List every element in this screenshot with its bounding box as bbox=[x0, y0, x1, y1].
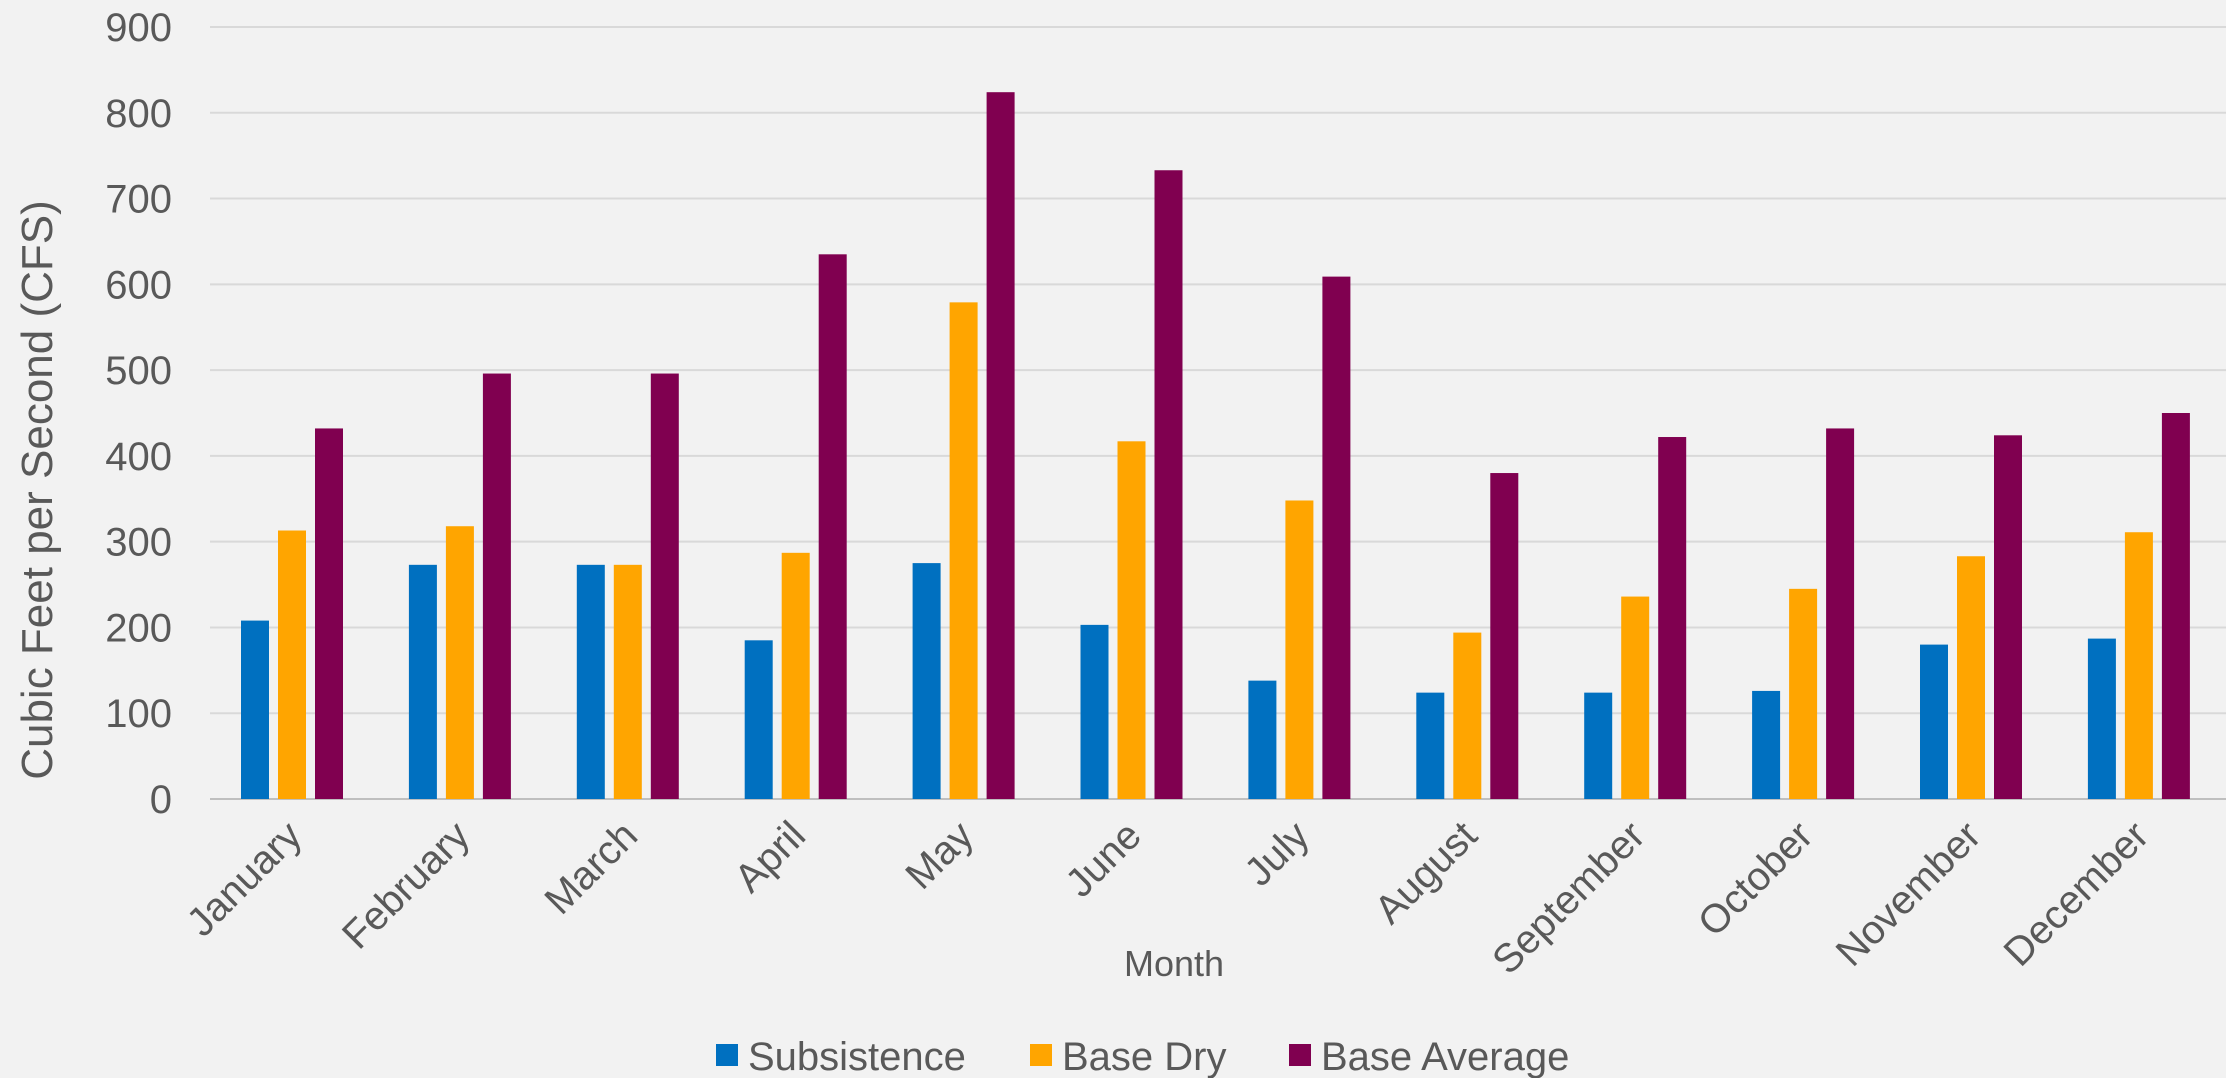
x-tick-label: May bbox=[897, 813, 982, 898]
bar-base-dry-april bbox=[781, 552, 810, 799]
y-tick-label: 800 bbox=[105, 92, 172, 136]
bars bbox=[241, 92, 2190, 800]
legend: Subsistence Base Dry Base Average bbox=[716, 1035, 1569, 1078]
bar-base-average-january bbox=[315, 428, 343, 799]
legend-swatch bbox=[716, 1044, 738, 1066]
y-axis-title: Cubic Feet per Second (CFS) bbox=[13, 200, 62, 780]
bar-base-dry-december bbox=[2124, 532, 2153, 799]
y-tick-label: 100 bbox=[105, 692, 172, 736]
bar-subsistence-january bbox=[241, 620, 269, 799]
bar-base-average-may bbox=[986, 92, 1015, 800]
bar-subsistence-march bbox=[576, 564, 605, 799]
bar-subsistence-august bbox=[1416, 692, 1445, 799]
bar-base-dry-may bbox=[949, 302, 978, 799]
bar-base-dry-february bbox=[445, 526, 474, 799]
x-tick-label: July bbox=[1236, 813, 1317, 894]
bar-base-dry-march bbox=[613, 564, 642, 799]
bar-base-average-july bbox=[1322, 276, 1351, 799]
bar-subsistence-may bbox=[912, 563, 941, 799]
x-tick-label: December bbox=[1996, 813, 2158, 975]
bar-base-average-march bbox=[650, 373, 679, 799]
bar-subsistence-april bbox=[744, 640, 773, 799]
legend-swatch bbox=[1030, 1044, 1052, 1066]
legend-label: Subsistence bbox=[748, 1035, 966, 1078]
y-tick-label: 300 bbox=[105, 521, 172, 565]
bar-base-average-april bbox=[818, 254, 847, 800]
y-tick-label: 0 bbox=[150, 778, 172, 822]
bar-subsistence-july bbox=[1248, 680, 1277, 799]
x-tick-label: August bbox=[1366, 813, 1485, 932]
gridlines bbox=[210, 26, 2226, 800]
x-tick-label: April bbox=[726, 813, 814, 901]
x-tick-label: October bbox=[1690, 813, 1822, 945]
x-axis-title: Month bbox=[1124, 943, 1224, 984]
bar-base-dry-july bbox=[1285, 500, 1314, 799]
bar-base-dry-january bbox=[278, 530, 306, 799]
legend-swatch bbox=[1289, 1044, 1311, 1066]
y-tick-label: 500 bbox=[105, 349, 172, 393]
bar-subsistence-june bbox=[1080, 624, 1109, 799]
y-tick-label: 200 bbox=[105, 606, 172, 650]
bar-base-average-november bbox=[1994, 435, 2022, 799]
y-tick-label: 900 bbox=[105, 6, 172, 50]
y-tick-label: 700 bbox=[105, 178, 172, 222]
x-tick-label: January bbox=[179, 813, 311, 945]
bar-subsistence-february bbox=[408, 564, 437, 799]
bar-base-dry-september bbox=[1621, 596, 1650, 799]
bar-subsistence-october bbox=[1752, 690, 1781, 799]
bar-base-average-september bbox=[1658, 437, 1687, 799]
bar-subsistence-november bbox=[1920, 644, 1948, 799]
x-tick-label: November bbox=[1828, 813, 1990, 975]
bar-base-dry-june bbox=[1117, 441, 1146, 799]
x-tick-label: March bbox=[536, 813, 646, 923]
x-tick-label: September bbox=[1484, 813, 1653, 982]
bar-base-dry-october bbox=[1789, 588, 1818, 799]
bar-base-average-december bbox=[2161, 413, 2190, 799]
bar-base-dry-august bbox=[1453, 632, 1482, 799]
x-tick-label: June bbox=[1057, 813, 1149, 905]
bar-subsistence-december bbox=[2087, 638, 2116, 799]
legend-label: Base Average bbox=[1321, 1035, 1569, 1078]
bar-base-average-october bbox=[1826, 428, 1855, 799]
bar-subsistence-september bbox=[1584, 692, 1613, 799]
legend-label: Base Dry bbox=[1062, 1035, 1227, 1078]
y-tick-label: 400 bbox=[105, 435, 172, 479]
bar-base-average-june bbox=[1154, 170, 1183, 799]
y-tick-label: 600 bbox=[105, 263, 172, 307]
bar-base-average-february bbox=[482, 373, 511, 799]
x-tick-label: February bbox=[334, 813, 478, 957]
y-axis-ticks: 0 100 200 300 400 500 600 700 800 900 bbox=[105, 6, 172, 822]
bar-base-average-august bbox=[1490, 473, 1519, 799]
bar-base-dry-november bbox=[1957, 556, 1985, 799]
